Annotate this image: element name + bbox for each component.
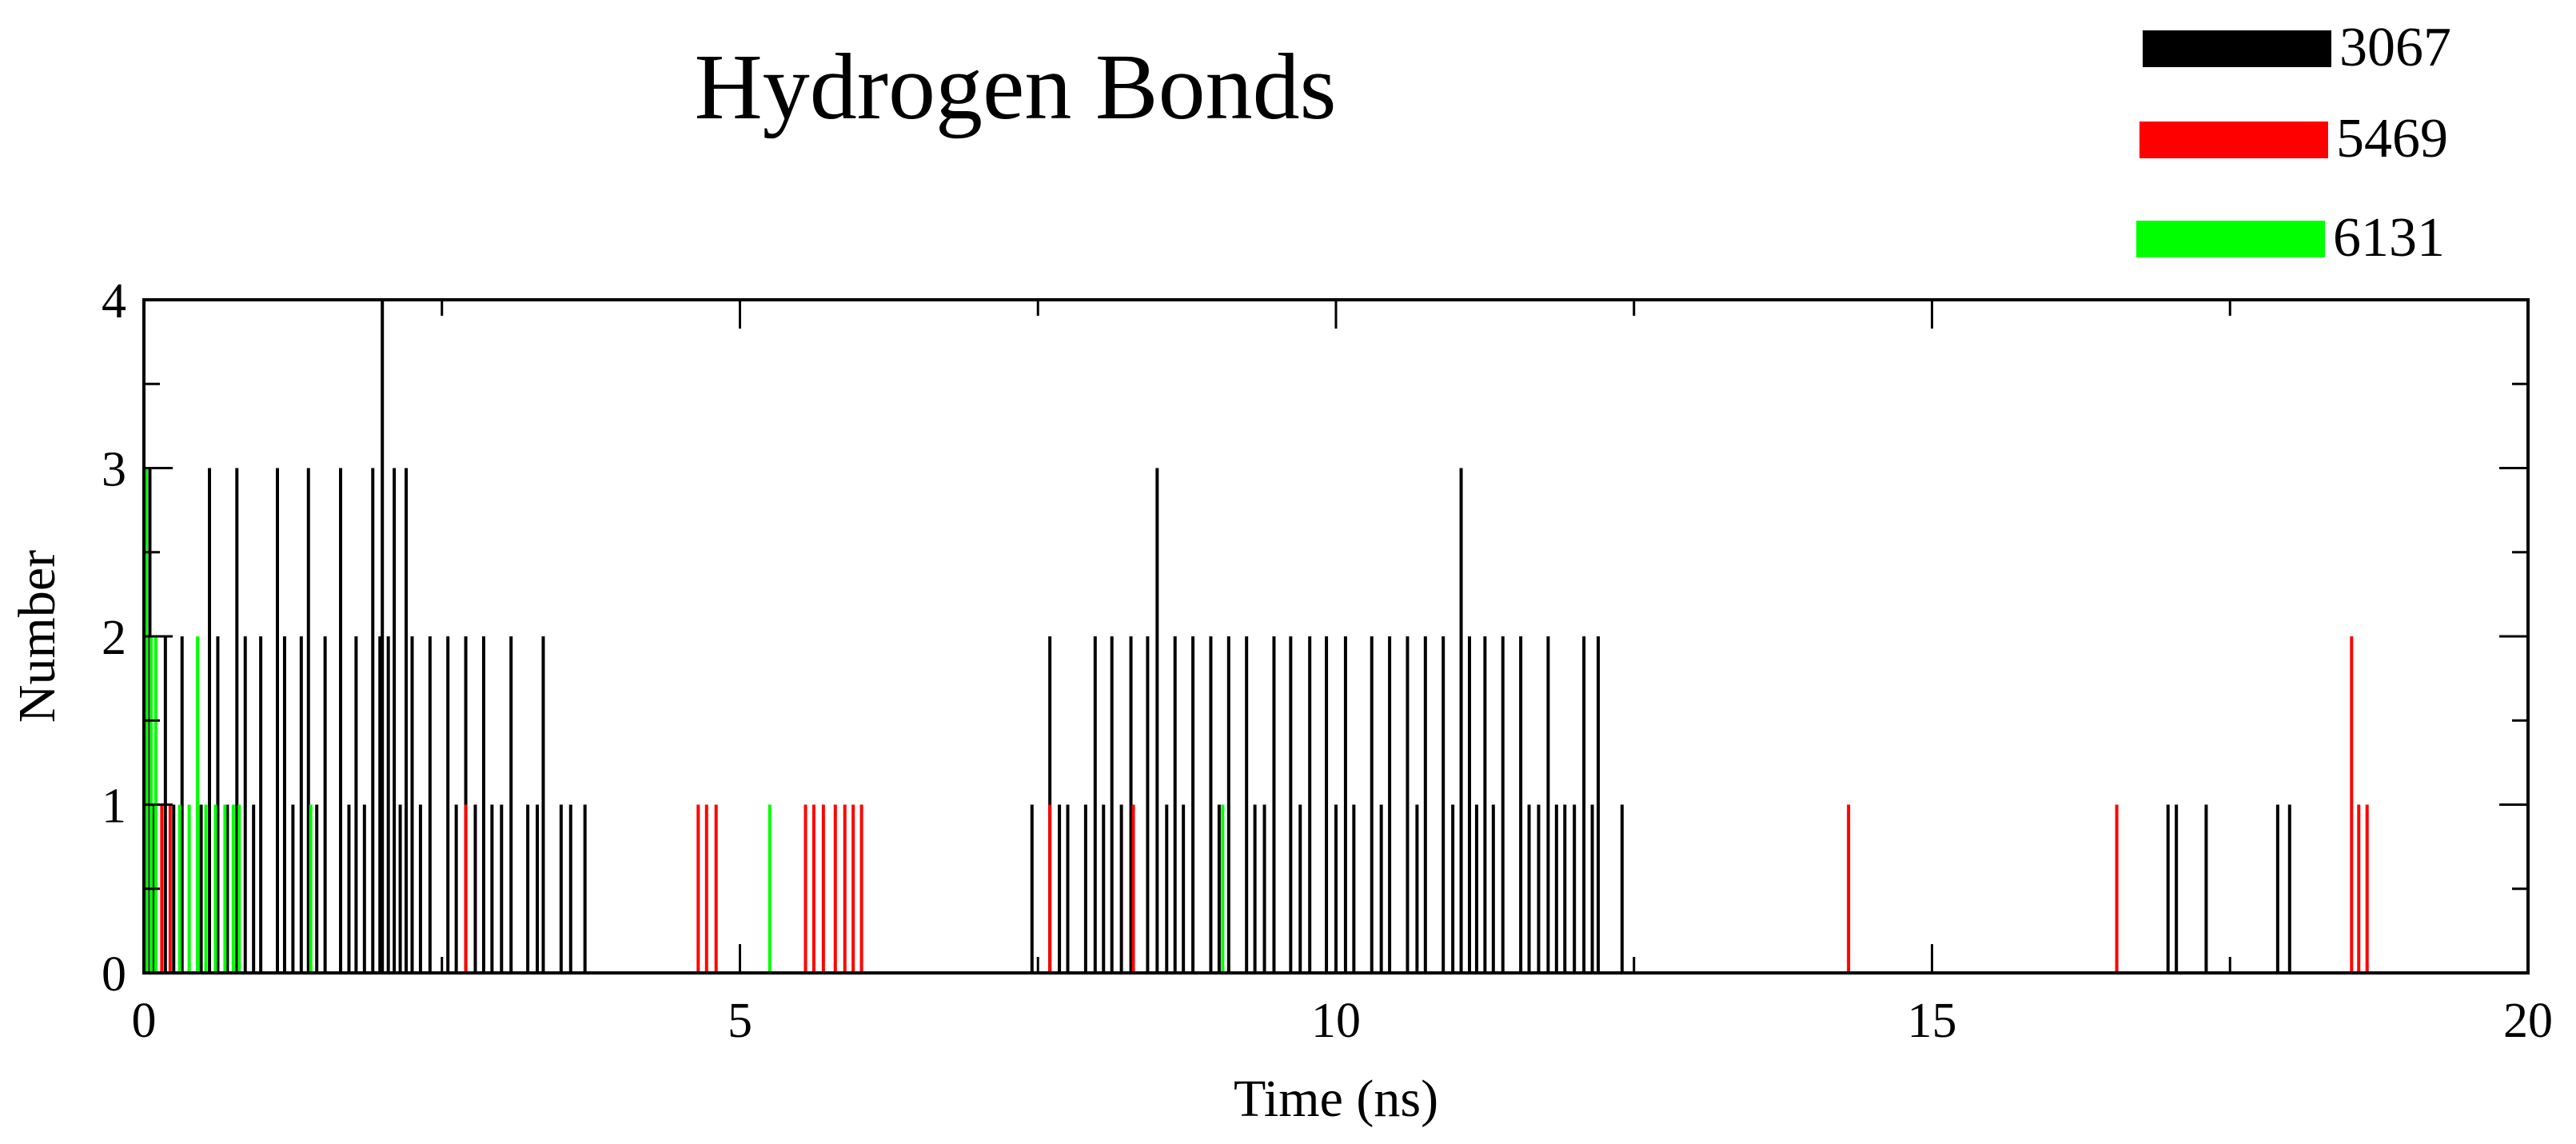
series-layer <box>142 300 2369 973</box>
legend-swatch-5469 <box>2139 122 2328 158</box>
x-tick-label-4: 20 <box>2503 994 2553 1048</box>
y-tick-label-3: 3 <box>102 443 126 497</box>
legend-label-6131: 6131 <box>2333 207 2445 269</box>
x-tick-label-3: 15 <box>1908 994 1957 1048</box>
legend-swatch-3067 <box>2143 30 2331 67</box>
x-tick-label-2: 10 <box>1311 994 1361 1048</box>
y-tick-label-1: 1 <box>102 779 126 834</box>
y-tick-label-2: 2 <box>102 611 126 665</box>
legend-label-5469: 5469 <box>2336 108 2448 169</box>
y-tick-label-0: 0 <box>102 947 126 1002</box>
series-3067 <box>142 300 2291 973</box>
plot-area: 0 5 10 15 20 0 1 2 3 4 <box>102 274 2553 1048</box>
legend-swatch-6131 <box>2136 221 2325 257</box>
y-tick-label-4: 4 <box>102 274 126 329</box>
legend: 3067 5469 6131 <box>2136 17 2451 269</box>
series-5469 <box>160 636 2369 973</box>
y-axis-label: Number <box>8 550 66 723</box>
x-axis-label: Time (ns) <box>1234 1070 1438 1128</box>
x-tick-label-1: 5 <box>728 994 752 1048</box>
x-tick-label-0: 0 <box>132 994 157 1048</box>
chart-title: Hydrogen Bonds <box>694 34 1336 139</box>
legend-label-3067: 3067 <box>2339 17 2451 78</box>
ticks: 0 5 10 15 20 0 1 2 3 4 <box>102 274 2553 1048</box>
